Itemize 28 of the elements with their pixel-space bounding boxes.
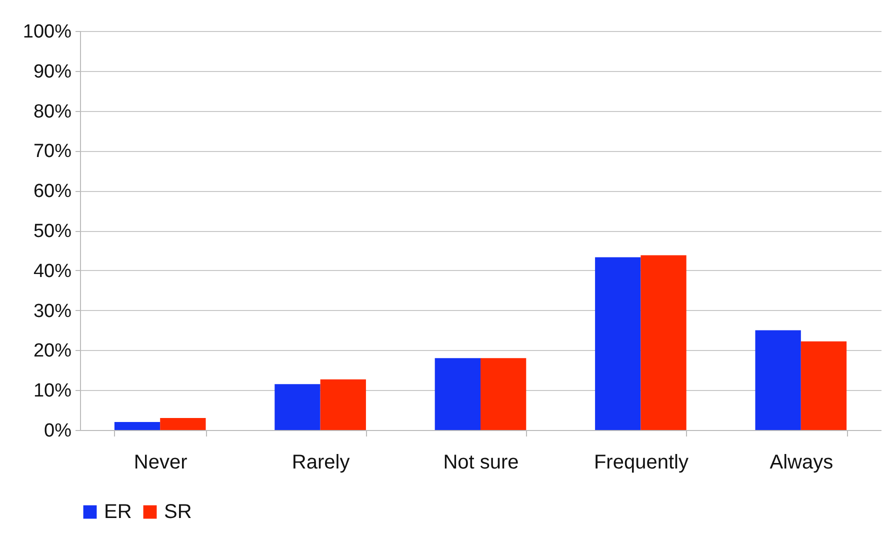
x-tick-label: Always (770, 452, 834, 474)
bar (274, 384, 320, 430)
bar (595, 257, 641, 430)
bar (800, 341, 847, 430)
y-tick-label: 50% (33, 221, 72, 242)
y-tick-label: 40% (33, 260, 72, 282)
bar (114, 422, 160, 430)
y-tick-label: 100% (22, 22, 72, 42)
y-tick-label: 60% (33, 181, 72, 202)
x-tick-label: Never (134, 452, 188, 474)
bar (320, 379, 366, 430)
legend-label: SR (164, 501, 192, 523)
bar (755, 330, 801, 430)
x-tick-label: Frequently (594, 452, 688, 474)
y-tick-label: 70% (33, 141, 72, 162)
bar (160, 418, 206, 430)
bar (434, 358, 480, 430)
y-tick-label: 30% (33, 300, 72, 322)
x-tick-label: Not sure (443, 452, 519, 474)
y-tick-label: 0% (44, 420, 72, 442)
bar (640, 255, 686, 430)
y-tick-label: 80% (33, 101, 72, 122)
bar (480, 358, 526, 430)
legend-label: ER (104, 501, 132, 523)
x-tick-label: Rarely (292, 452, 350, 474)
y-tick-label: 90% (33, 61, 72, 82)
y-tick-label: 20% (33, 340, 72, 362)
y-tick-label: 10% (33, 380, 72, 402)
